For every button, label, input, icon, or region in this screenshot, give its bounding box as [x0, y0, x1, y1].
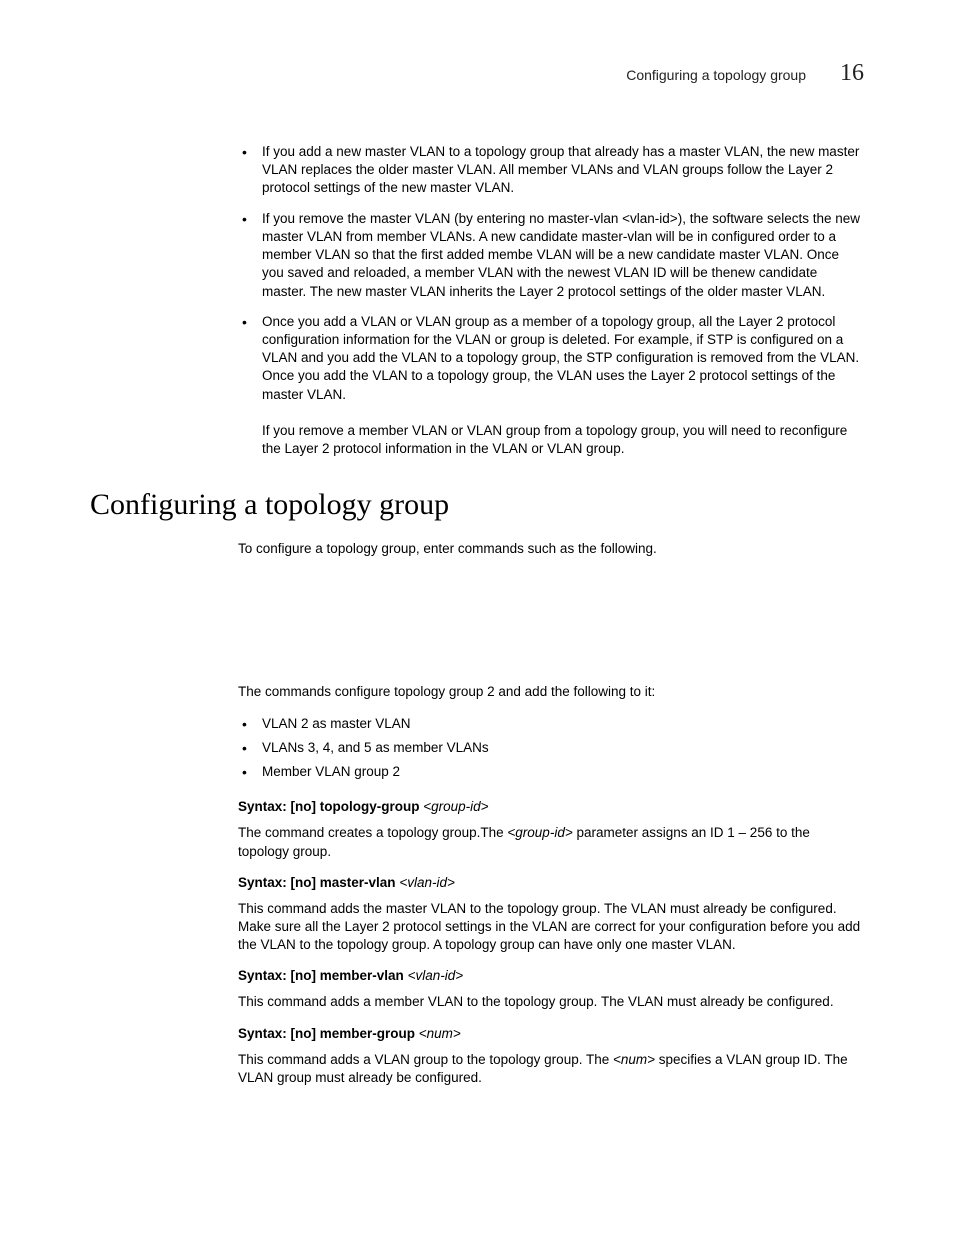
page: Configuring a topology group 16 If you a… [0, 0, 954, 1235]
syntax-label: Syntax: [238, 1026, 287, 1041]
list-item: VLAN 2 as master VLAN [238, 715, 864, 733]
syntax-description: This command adds a member VLAN to the t… [238, 993, 864, 1011]
syntax-line-member-vlan: Syntax: [no] member-vlan <vlan-id> [238, 968, 864, 983]
list-item: Member VLAN group 2 [238, 763, 864, 781]
list-item: VLANs 3, 4, and 5 as member VLANs [238, 739, 864, 757]
syntax-line-member-group: Syntax: [no] member-group <num> [238, 1026, 864, 1041]
syntax-param: <vlan-id> [399, 875, 455, 890]
intro-paragraph: To configure a topology group, enter com… [238, 540, 864, 558]
syntax-command: [no] member-vlan [287, 968, 408, 983]
after-gap-paragraph: The commands configure topology group 2 … [238, 683, 864, 701]
chapter-number: 16 [840, 60, 864, 87]
follow-paragraph: If you remove a member VLAN or VLAN grou… [238, 422, 864, 458]
list-item: If you remove the master VLAN (by enteri… [238, 210, 864, 301]
example-placeholder [238, 573, 864, 683]
syntax-description: The command creates a topology group.The… [238, 824, 864, 860]
syntax-label: Syntax: [238, 875, 287, 890]
considerations-list: If you add a new master VLAN to a topolo… [238, 143, 864, 404]
syntax-description: This command adds a VLAN group to the to… [238, 1051, 864, 1087]
syntax-label: Syntax: [238, 968, 287, 983]
body-column: If you add a new master VLAN to a topolo… [238, 143, 864, 458]
list-item: Once you add a VLAN or VLAN group as a m… [238, 313, 864, 404]
list-item: If you add a new master VLAN to a topolo… [238, 143, 864, 198]
section-heading: Configuring a topology group [90, 488, 864, 522]
syntax-line-master-vlan: Syntax: [no] master-vlan <vlan-id> [238, 875, 864, 890]
syntax-command: [no] member-group [287, 1026, 419, 1041]
syntax-line-topology-group: Syntax: [no] topology-group <group-id> [238, 799, 864, 814]
running-header: Configuring a topology group 16 [90, 60, 864, 87]
syntax-param: <group-id> [423, 799, 488, 814]
section-body: To configure a topology group, enter com… [238, 540, 864, 1087]
header-section-title: Configuring a topology group [626, 67, 806, 83]
syntax-description: This command adds the master VLAN to the… [238, 900, 864, 955]
syntax-param: <num> [419, 1026, 461, 1041]
syntax-command: [no] topology-group [287, 799, 423, 814]
syntax-command: [no] master-vlan [287, 875, 400, 890]
syntax-label: Syntax: [238, 799, 287, 814]
config-list: VLAN 2 as master VLAN VLANs 3, 4, and 5 … [238, 715, 864, 782]
syntax-param: <vlan-id> [408, 968, 464, 983]
